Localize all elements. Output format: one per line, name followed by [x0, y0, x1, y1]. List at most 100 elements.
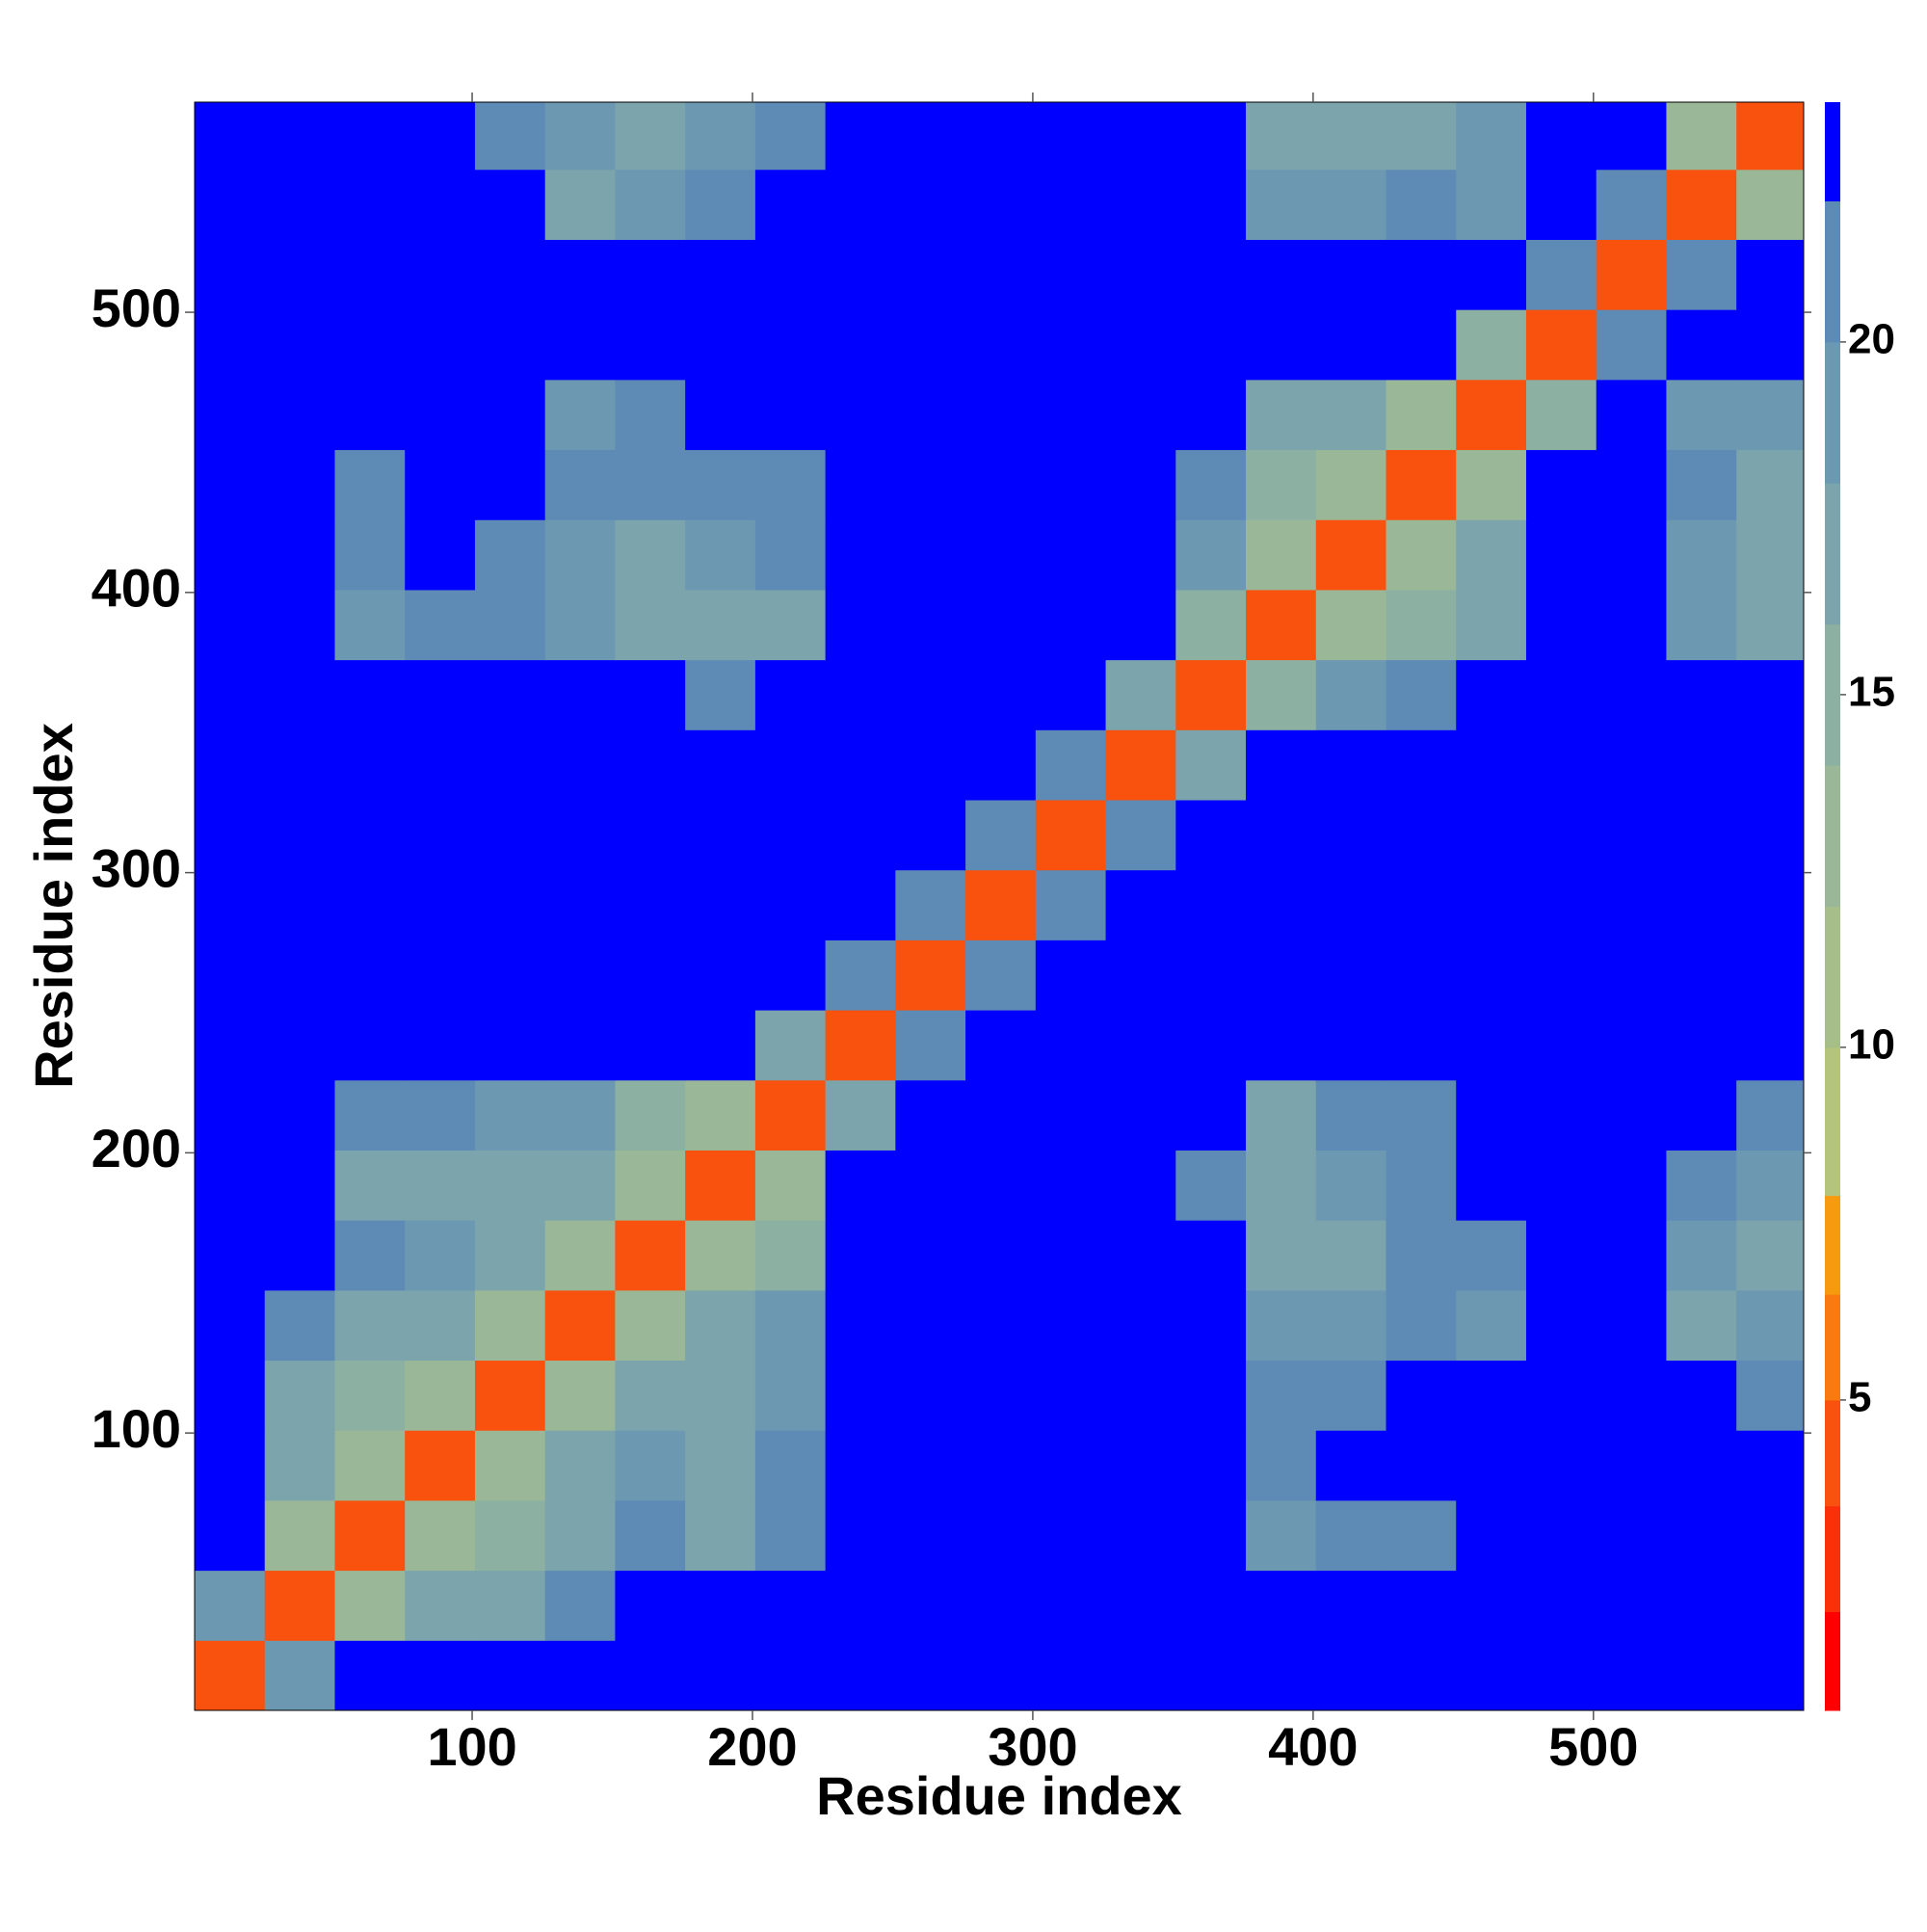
heatmap-cell [1315, 1640, 1386, 1711]
heatmap-cell [1525, 940, 1597, 1011]
heatmap-cell [195, 1150, 266, 1221]
heatmap-cell [1456, 800, 1527, 871]
heatmap-cell [1175, 1430, 1247, 1501]
heatmap-cell [544, 309, 616, 381]
colorbar-band [1825, 1611, 1840, 1711]
heatmap-cell [965, 239, 1037, 310]
heatmap-cell [615, 1010, 686, 1081]
heatmap-cell [754, 1079, 827, 1151]
heatmap-cell [1666, 729, 1737, 801]
heatmap-cell [1456, 169, 1527, 240]
heatmap-cell [895, 102, 966, 171]
heatmap-cell [1386, 1640, 1457, 1711]
heatmap-cell [195, 1640, 266, 1711]
heatmap-cell [615, 659, 686, 730]
y-tick-label: 200 [92, 1118, 181, 1178]
heatmap-cell [405, 519, 476, 591]
heatmap-cell [195, 1079, 266, 1151]
heatmap-cell [1386, 1220, 1457, 1291]
heatmap-cell [1666, 589, 1737, 661]
heatmap-cell [405, 1430, 476, 1501]
heatmap-cell [264, 1570, 335, 1641]
heatmap-cell [544, 1289, 616, 1362]
heatmap-cell [825, 869, 896, 940]
heatmap-cell [754, 102, 827, 171]
heatmap-cell [1315, 1150, 1386, 1221]
heatmap-cell [544, 1360, 616, 1431]
heatmap-cell [1246, 1570, 1317, 1641]
heatmap-cell [754, 169, 827, 240]
heatmap-cell [1315, 940, 1386, 1011]
heatmap-cell [1315, 102, 1386, 171]
heatmap-cell [615, 1360, 686, 1431]
heatmap-cell [474, 1360, 546, 1431]
heatmap-cell [1525, 169, 1597, 240]
heatmap-cell [1736, 449, 1805, 520]
heatmap-cell [1315, 1010, 1386, 1081]
heatmap-cell [754, 1430, 827, 1501]
heatmap-cell [1736, 1220, 1805, 1291]
heatmap-cell [1246, 800, 1317, 871]
heatmap-cell [1105, 1010, 1176, 1081]
heatmap-cell [1246, 1430, 1317, 1501]
heatmap-cell [1246, 940, 1317, 1011]
heatmap-cell [1666, 102, 1737, 171]
heatmap-cell [825, 239, 896, 310]
heatmap-cell [825, 309, 896, 381]
heatmap-cell [615, 449, 686, 520]
heatmap-cell [474, 239, 546, 310]
axes: 100 200 300 400 500 100 200 300 400 500 [92, 93, 1811, 1777]
heatmap-cell [1456, 659, 1527, 730]
heatmap-cell [1596, 1430, 1667, 1501]
heatmap-cell [685, 589, 756, 661]
heatmap-cell [1315, 800, 1386, 871]
x-tick-label: 200 [707, 1716, 797, 1777]
heatmap-cell [1596, 519, 1667, 591]
heatmap-cell [895, 1220, 966, 1291]
heatmap-cell [264, 659, 335, 730]
heatmap-cell [754, 659, 827, 730]
heatmap-cell [965, 1289, 1037, 1362]
heatmap-cell [264, 1289, 335, 1362]
heatmap-cell [1736, 519, 1805, 591]
heatmap-cell [1246, 1079, 1317, 1151]
heatmap-cell [965, 1079, 1037, 1151]
heatmap-cell [405, 102, 476, 171]
heatmap-cell [754, 800, 827, 871]
heatmap-cell [825, 102, 896, 171]
heatmap-cell [334, 519, 406, 591]
heatmap-cell [965, 1220, 1037, 1291]
heatmap-cell [895, 239, 966, 310]
heatmap-cell [264, 1499, 335, 1572]
colorbar-band [1825, 623, 1840, 766]
heatmap-cell [1386, 379, 1457, 451]
heatmap-cell [1246, 102, 1317, 171]
heatmap-cell [895, 659, 966, 730]
heatmap-cell [1736, 239, 1805, 310]
heatmap-cell [615, 1150, 686, 1221]
heatmap-cell [1596, 800, 1667, 871]
heatmap-cell [895, 1570, 966, 1641]
heatmap-cell [1666, 239, 1737, 310]
heatmap-cell [264, 1010, 335, 1081]
heatmap-cell [544, 1150, 616, 1221]
heatmap-cell [264, 102, 335, 171]
heatmap-cell [895, 379, 966, 451]
heatmap-cell [1736, 940, 1805, 1011]
heatmap-cell [1736, 102, 1805, 171]
heatmap-cell [1596, 1570, 1667, 1641]
heatmap-cell [405, 1640, 476, 1711]
heatmap-cell [405, 1079, 476, 1151]
heatmap-cell [1666, 1079, 1737, 1151]
heatmap-cell [1666, 1010, 1737, 1081]
heatmap-cell [1596, 659, 1667, 730]
heatmap-cell [405, 869, 476, 940]
heatmap-cell [1525, 309, 1597, 381]
colorbar-band [1825, 1046, 1840, 1197]
heatmap-cell [1456, 1220, 1527, 1291]
heatmap-cell [685, 1570, 756, 1641]
heatmap-cell [754, 1360, 827, 1431]
heatmap-cell [1666, 519, 1737, 591]
heatmap-cell [405, 449, 476, 520]
heatmap-cell [1736, 869, 1805, 940]
